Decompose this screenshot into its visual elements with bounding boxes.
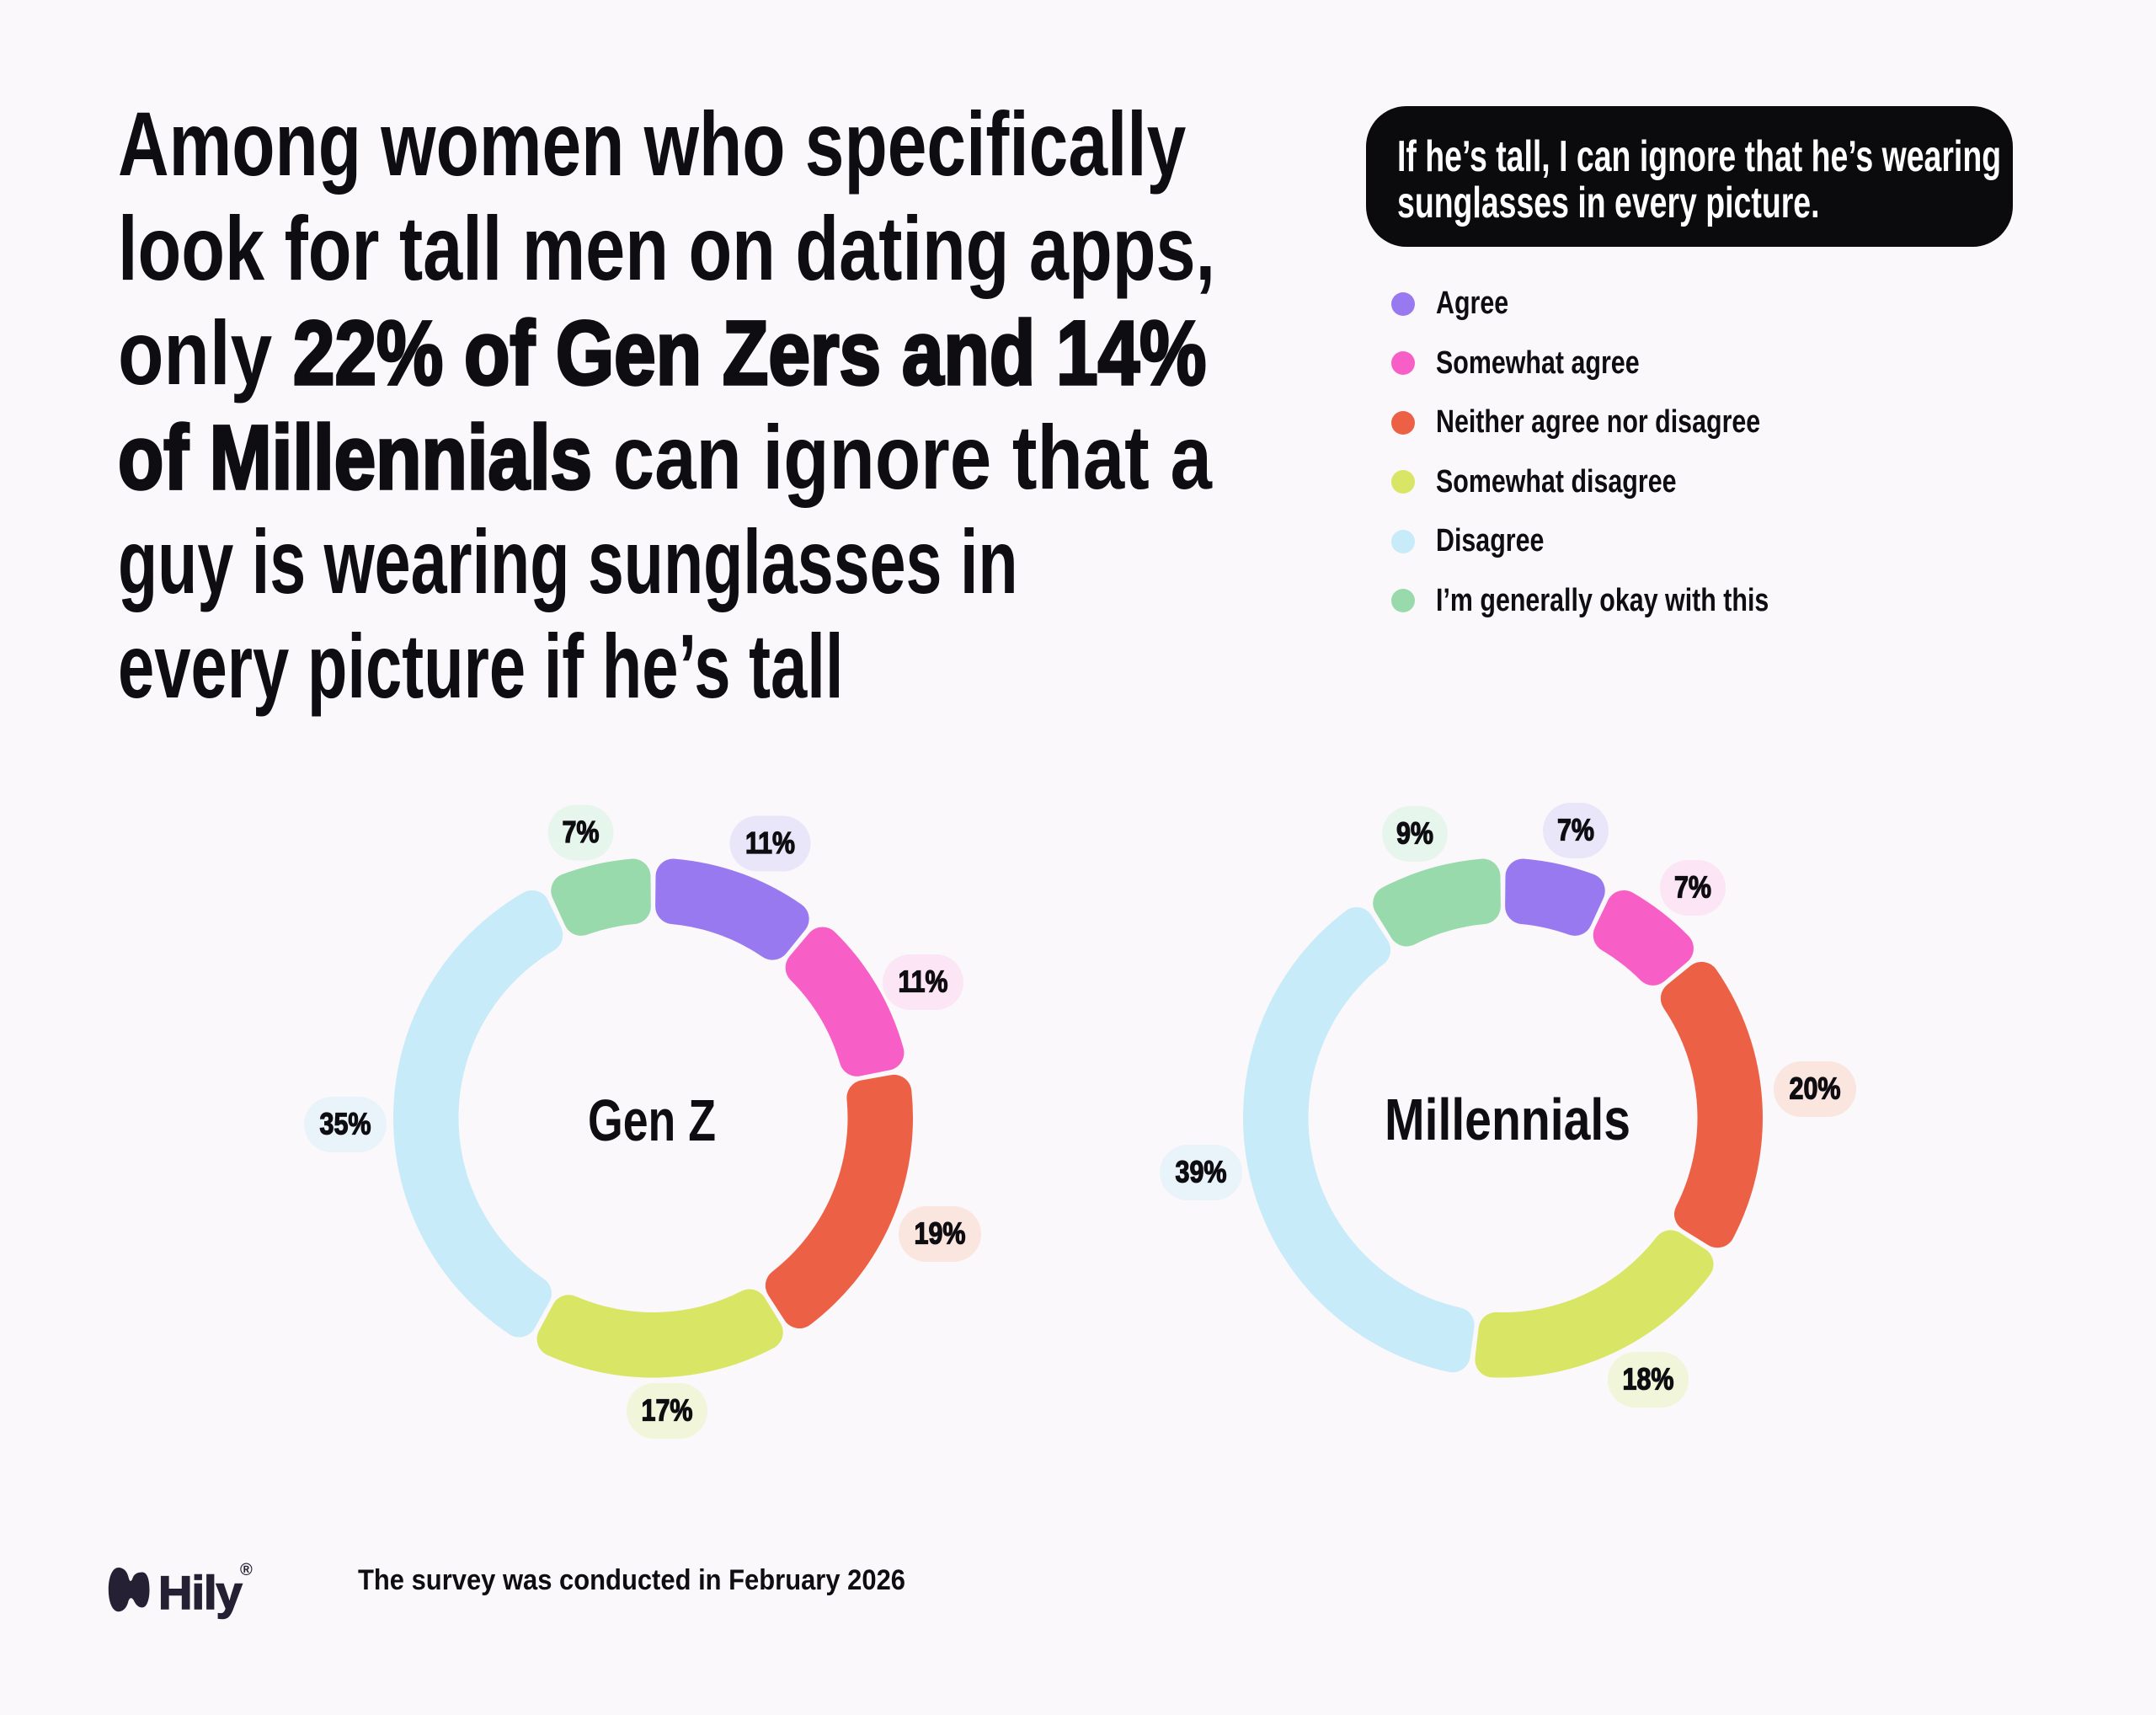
svg-text:7%: 7% <box>563 815 600 849</box>
svg-text:7%: 7% <box>1557 813 1594 847</box>
svg-text:19%: 19% <box>915 1216 966 1251</box>
svg-text:20%: 20% <box>1790 1071 1841 1106</box>
svg-text:Millennials: Millennials <box>1385 1087 1630 1152</box>
svg-text:Gen Z: Gen Z <box>588 1087 716 1153</box>
svg-text:39%: 39% <box>1176 1155 1227 1189</box>
svg-text:9%: 9% <box>1396 816 1433 851</box>
svg-text:11%: 11% <box>745 825 795 860</box>
svg-text:18%: 18% <box>1623 1362 1674 1397</box>
svg-text:35%: 35% <box>320 1107 371 1141</box>
svg-text:7%: 7% <box>1674 870 1711 905</box>
svg-text:11%: 11% <box>899 964 948 999</box>
svg-text:17%: 17% <box>642 1393 693 1428</box>
